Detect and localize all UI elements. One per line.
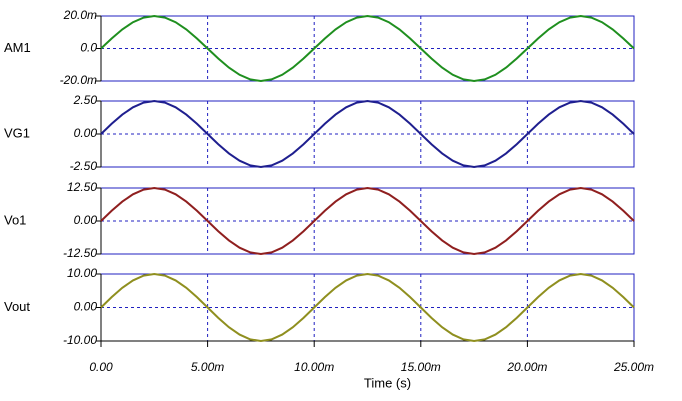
x-tick-label: 25.00m — [613, 360, 654, 374]
line — [100, 272, 635, 343]
y-tick-label: 10.00 — [67, 266, 97, 280]
x-tick-label: 15.00m — [401, 360, 441, 374]
line — [100, 14, 635, 83]
y-tick-label: -10.00 — [63, 333, 97, 347]
x-tick-label: 10.00m — [294, 360, 334, 374]
y-tick-label: 0.0 — [80, 41, 97, 55]
x-tick-label: 20.00m — [506, 360, 547, 374]
y-tick-label: 0.00 — [74, 300, 98, 314]
y-axis-label: Vo1 — [4, 212, 26, 227]
y-axis-label: AM1 — [4, 40, 31, 55]
y-tick-label: 2.50 — [73, 93, 98, 107]
y-tick-label: -20.0m — [60, 73, 97, 87]
line — [100, 99, 635, 169]
y-tick-label: -2.50 — [70, 159, 98, 173]
y-tick-label: 12.50 — [67, 180, 97, 194]
y-tick-label: -12.50 — [63, 246, 97, 260]
y-tick-label: 0.00 — [74, 126, 98, 140]
y-axis-label: Vout — [4, 299, 30, 314]
x-tick-label: 0.00 — [89, 360, 113, 374]
y-tick-label: 0.00 — [74, 213, 98, 227]
line — [100, 186, 635, 256]
y-tick-label: 20.0m — [63, 8, 97, 22]
x-tick-label: 5.00m — [191, 360, 224, 374]
x-axis-label: Time (s) — [364, 375, 411, 390]
y-axis-label: VG1 — [4, 125, 30, 140]
